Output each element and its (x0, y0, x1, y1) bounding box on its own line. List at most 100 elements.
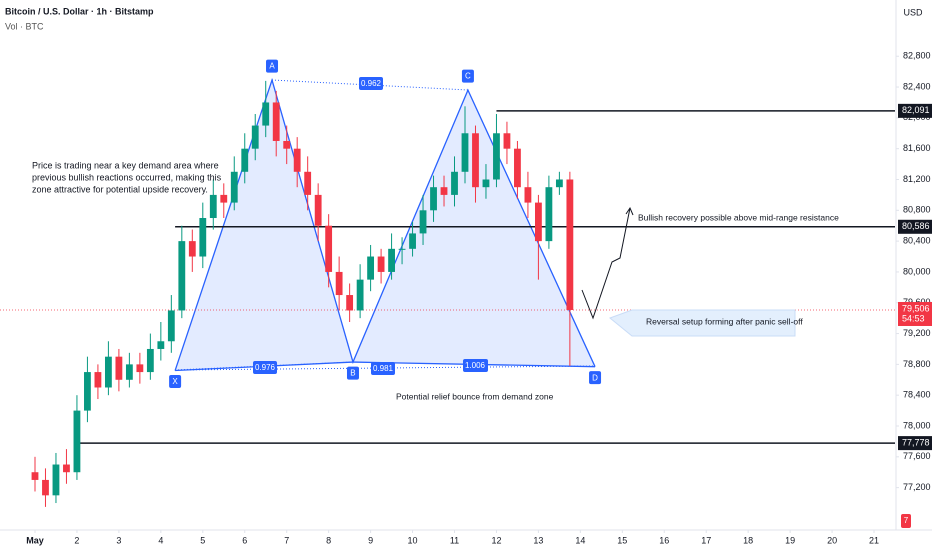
y-tick-label: 78,400 (903, 390, 931, 400)
ratio-box (359, 77, 383, 90)
candle-body (346, 295, 354, 311)
candle-body (356, 279, 364, 311)
candle-body (241, 148, 249, 172)
candle-body (220, 194, 228, 203)
candle-body (451, 171, 458, 195)
annotation: Bullish recovery possible above mid-rang… (638, 212, 839, 222)
candle-body (325, 225, 333, 272)
x-tick-label: 20 (827, 535, 837, 545)
x-tick-label: 8 (326, 535, 331, 545)
candle-body (167, 310, 175, 342)
ratio-label: 0.976 (255, 363, 276, 372)
y-tick-label: 82,800 (903, 51, 931, 61)
candle-body (472, 133, 479, 188)
chart-subtitle: Vol · BTC (5, 21, 44, 31)
callout-box (609, 309, 796, 337)
currency[interactable]: USD (903, 7, 923, 17)
annotation: Reversal setup forming after panic sell-… (646, 316, 803, 326)
y-tick-label: 81,200 (903, 174, 931, 184)
candle-body (42, 479, 49, 496)
candle-body (84, 372, 91, 411)
level-price-box (898, 219, 932, 234)
level-price-box (898, 103, 932, 118)
y-tick-label: 78,000 (903, 420, 931, 430)
note-line: zone attractive for potential upside rec… (32, 184, 208, 194)
candle-body (31, 472, 39, 480)
candle-body (493, 133, 500, 180)
y-tick-label: 80,000 (903, 266, 931, 276)
pattern-point-label: B (350, 369, 355, 378)
x-tick-label: 13 (533, 535, 543, 545)
candle-body (262, 102, 270, 126)
y-tick-label: 81,600 (903, 143, 931, 153)
level-price-label: 77,778 (902, 437, 930, 447)
y-tick-label: 77,600 (903, 451, 931, 461)
candle-body (94, 372, 102, 388)
candle-body (304, 171, 312, 195)
ratio-label: 0.962 (361, 79, 382, 88)
candle-body (555, 179, 563, 188)
candle-body (503, 133, 511, 149)
x-tick-label: 9 (368, 535, 373, 545)
x-tick-label: 14 (575, 535, 585, 545)
candle-body (199, 218, 207, 257)
candle-body (524, 187, 532, 203)
y-tick-label: 79,200 (903, 328, 931, 338)
level-price-label: 80,586 (902, 221, 930, 231)
last-price-box (898, 301, 932, 326)
candle-body (409, 233, 416, 249)
candle-body (314, 194, 322, 226)
candle-body (514, 148, 521, 188)
annotation: Potential relief bounce from demand zone (396, 391, 554, 401)
y-tick-label: 77,200 (903, 482, 931, 492)
ratio-label: 1.006 (465, 361, 486, 370)
x-tick-label: 3 (116, 535, 121, 545)
candle-body (230, 171, 238, 203)
candle-body (367, 256, 375, 280)
x-tick-label: 12 (491, 535, 501, 545)
ratio-box (371, 362, 395, 375)
x-tick-label: 11 (450, 535, 459, 545)
candle-body (63, 464, 70, 473)
candle-body (566, 179, 574, 310)
candle-body (335, 271, 343, 296)
pattern-fill (175, 80, 353, 371)
candle-body (115, 356, 123, 380)
candle-body (136, 364, 144, 373)
candle-body (104, 356, 112, 388)
countdown: 54:53 (902, 313, 925, 323)
pattern-point-label: X (172, 377, 178, 386)
x-tick-label: 16 (659, 535, 669, 545)
note-line: Price is trading near a key demand area … (32, 160, 219, 170)
badge (901, 514, 911, 528)
y-tick-label: 82,400 (903, 81, 931, 91)
candle-body (283, 140, 291, 149)
x-tick-label: 5 (200, 535, 205, 545)
chart-title: Bitcoin / U.S. Dollar · 1h · Bitstamp (5, 6, 154, 16)
candle-body (251, 125, 259, 149)
candle-body (440, 187, 448, 195)
badge-text: 7 (904, 516, 909, 525)
candle-body (535, 202, 542, 242)
pattern-point-box (266, 59, 279, 73)
candle-body (146, 348, 154, 373)
x-tick-label: 21 (869, 535, 879, 545)
pattern-point-box (461, 69, 474, 83)
candle-body (461, 133, 469, 172)
y-tick-label: 78,800 (903, 359, 931, 369)
candle-body (125, 364, 133, 380)
candle-body (388, 248, 395, 272)
pattern-point-box (169, 375, 182, 389)
x-tick-label: 2 (74, 535, 79, 545)
x-tick-label: 10 (408, 535, 418, 545)
candle-body (398, 248, 406, 250)
x-tick-label: 15 (617, 535, 627, 545)
pattern-point-box (346, 366, 359, 380)
candle-body (293, 148, 301, 172)
ratio-label: 0.981 (373, 364, 394, 373)
candle-body (482, 179, 490, 188)
pattern-point-label: C (465, 72, 471, 81)
candle-body (73, 410, 81, 473)
